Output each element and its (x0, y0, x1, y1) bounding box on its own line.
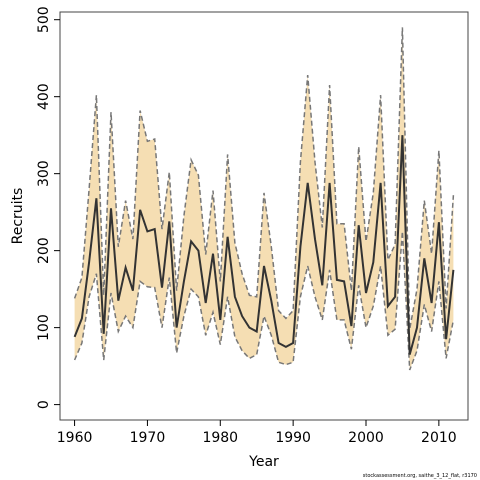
x-tick-label: 1960 (57, 430, 93, 446)
y-tick-label: 500 (36, 6, 52, 33)
lower-bound-line (73, 231, 455, 371)
y-tick-label: 300 (36, 160, 52, 187)
y-tick-label: 200 (36, 237, 52, 264)
y-tick-label: 0 (36, 400, 52, 409)
x-axis: 1960 1970 1980 1990 2000 2010 (57, 420, 457, 446)
x-tick-label: 1970 (130, 430, 166, 446)
credit-text: stockassessment.org, saithe_3_12_flat, r… (362, 473, 477, 479)
upper-bound-line (73, 27, 455, 330)
estimate-line (73, 135, 455, 355)
y-axis: 0 100 200 300 400 500 (36, 6, 60, 409)
series-lines (73, 27, 455, 371)
y-axis-label: Recruits (10, 188, 26, 245)
x-tick-label: 2000 (348, 430, 384, 446)
y-tick-label: 400 (36, 83, 52, 110)
x-axis-label: Year (248, 454, 279, 470)
y-tick-label: 100 (36, 314, 52, 341)
x-tick-label: 2010 (421, 430, 457, 446)
plot-frame (59, 11, 469, 421)
x-tick-label: 1980 (202, 430, 238, 446)
x-tick-label: 1990 (275, 430, 311, 446)
